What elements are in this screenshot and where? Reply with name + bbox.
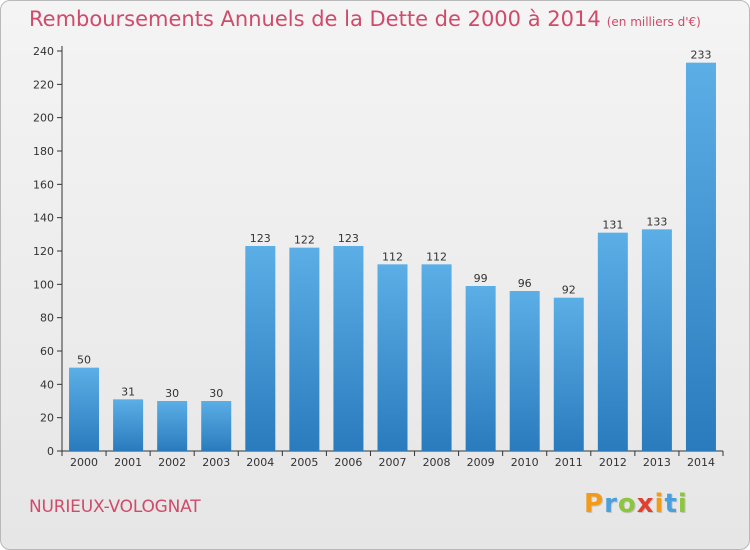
bar bbox=[641, 229, 672, 451]
y-tick-label: 200 bbox=[33, 112, 54, 125]
x-tick-label: 2001 bbox=[114, 456, 142, 469]
bar-value-label: 123 bbox=[250, 232, 271, 245]
bar-value-label: 50 bbox=[77, 354, 91, 367]
bar-value-label: 30 bbox=[209, 387, 223, 400]
x-tick-label: 2014 bbox=[687, 456, 715, 469]
y-tick-label: 60 bbox=[40, 345, 54, 358]
y-tick-label: 0 bbox=[47, 445, 54, 458]
bar bbox=[509, 291, 540, 451]
bar-value-label: 112 bbox=[426, 250, 447, 263]
bar-value-label: 31 bbox=[121, 385, 135, 398]
bar-value-label: 96 bbox=[518, 277, 532, 290]
bar-chart: 0 20 40 60 80 100 120 140 160 180 200 220 240 50 2000 3… bbox=[33, 45, 724, 469]
y-tick-label: 40 bbox=[40, 378, 54, 391]
x-tick-label: 2005 bbox=[290, 456, 318, 469]
bar-value-label: 122 bbox=[294, 234, 315, 247]
x-tick-label: 2006 bbox=[334, 456, 362, 469]
logo-letter: P bbox=[584, 489, 605, 519]
chart-title-text: Remboursements Annuels de la Dette de 20… bbox=[29, 7, 601, 31]
bar bbox=[245, 246, 276, 451]
x-tick-label: 2007 bbox=[379, 456, 407, 469]
bar-value-label: 30 bbox=[165, 387, 179, 400]
bar bbox=[113, 399, 144, 451]
y-tick-label: 20 bbox=[40, 412, 54, 425]
bar bbox=[553, 297, 584, 451]
bar-value-label: 112 bbox=[382, 250, 403, 263]
bar-value-label: 131 bbox=[602, 219, 623, 232]
x-tick-label: 2004 bbox=[246, 456, 274, 469]
chart-title: Remboursements Annuels de la Dette de 20… bbox=[29, 7, 701, 31]
bar-value-label: 123 bbox=[338, 232, 359, 245]
bar bbox=[201, 401, 232, 451]
y-tick-label: 160 bbox=[33, 178, 54, 191]
bar-value-label: 92 bbox=[562, 284, 576, 297]
bar bbox=[69, 367, 100, 451]
logo-letter: r bbox=[604, 489, 618, 519]
y-tick-label: 100 bbox=[33, 278, 54, 291]
bar bbox=[333, 246, 364, 451]
logo-letter: i bbox=[654, 489, 665, 519]
bar bbox=[597, 232, 628, 451]
bar bbox=[377, 264, 408, 451]
logo-letter: o bbox=[617, 489, 637, 519]
y-tick-label: 80 bbox=[40, 312, 54, 325]
x-tick-label: 2008 bbox=[423, 456, 451, 469]
x-tick-label: 2003 bbox=[202, 456, 230, 469]
bar bbox=[685, 62, 716, 452]
bar bbox=[289, 247, 320, 451]
logo-letter: i bbox=[677, 489, 688, 519]
x-tick-label: 2012 bbox=[599, 456, 627, 469]
y-tick-label: 180 bbox=[33, 145, 54, 158]
chart-subtitle: (en milliers d'€) bbox=[606, 15, 701, 29]
x-tick-label: 2010 bbox=[511, 456, 539, 469]
bar bbox=[421, 264, 452, 451]
proxiti-logo: Proxiti bbox=[584, 489, 688, 519]
y-tick-label: 120 bbox=[33, 245, 54, 258]
bar-value-label: 133 bbox=[646, 215, 667, 228]
y-tick-label: 220 bbox=[33, 78, 54, 91]
bar bbox=[157, 401, 188, 451]
logo-letter: t bbox=[664, 489, 678, 519]
y-tick-label: 140 bbox=[33, 212, 54, 225]
bar-value-label: 99 bbox=[474, 272, 488, 285]
commune-name: NURIEUX-VOLOGNAT bbox=[29, 497, 201, 517]
x-tick-label: 2000 bbox=[70, 456, 98, 469]
bar bbox=[465, 286, 496, 451]
logo-letter: x bbox=[636, 489, 655, 519]
y-tick-label: 240 bbox=[33, 45, 54, 58]
bar-value-label: 233 bbox=[690, 49, 711, 62]
x-tick-label: 2013 bbox=[643, 456, 671, 469]
x-tick-label: 2011 bbox=[555, 456, 583, 469]
x-tick-label: 2009 bbox=[467, 456, 495, 469]
x-tick-label: 2002 bbox=[158, 456, 186, 469]
